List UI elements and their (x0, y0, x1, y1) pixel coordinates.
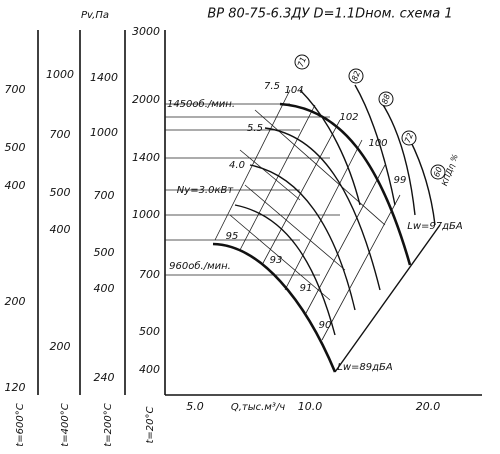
speed-label: 1450об./мин. (167, 98, 235, 110)
noise-label: Lw=89дБА (337, 362, 393, 373)
efficiency-label: 60 (432, 166, 444, 179)
y-tick-label: 2000 (132, 93, 160, 106)
y-tick-label: 500 (94, 246, 115, 259)
y-tick-label: 3000 (132, 25, 160, 38)
point-label: 93 (270, 255, 283, 266)
y-tick-label: 1000 (90, 126, 118, 139)
grid (165, 89, 401, 341)
y-tick-label: 400 (50, 223, 71, 236)
y-tick-label: 500 (139, 325, 160, 338)
y-tick-label: 240 (94, 371, 115, 384)
y-tick-label: 500 (5, 141, 26, 154)
point-label: 99 (394, 175, 407, 186)
efficiency-label: 88 (380, 93, 392, 106)
efficiency-label: 72 (403, 132, 415, 145)
axis-label: Pv,Па (81, 10, 109, 21)
efficiency-label: 71 (296, 56, 308, 69)
power-label: 5.5 (247, 123, 263, 134)
y-tick-label: 500 (50, 186, 71, 199)
y-tick-label: 200 (5, 295, 26, 308)
circles (294, 54, 446, 180)
point-label: 104 (284, 85, 303, 96)
y-tick-label: 400 (5, 179, 26, 192)
point-label: 100 (368, 138, 387, 149)
point-label: 102 (339, 112, 358, 123)
curves (212, 84, 441, 373)
point-label: 95 (226, 231, 239, 242)
y-tick-label: 700 (50, 128, 71, 141)
noise-label: Lw=97дБА (407, 221, 463, 232)
y-tick-label: 120 (5, 381, 26, 394)
x-tick-label: 5.0 (186, 400, 204, 413)
power-label: Ny=3.0кВт (177, 185, 235, 196)
scale-footer: t=400°C (60, 403, 71, 446)
y-tick-label: 700 (94, 189, 115, 202)
y-tick-label: 700 (5, 83, 26, 96)
speed-label: 960об./мин. (169, 260, 231, 272)
efficiency-label: 82 (350, 70, 362, 83)
scale-footer: t=200°C (103, 403, 114, 446)
axes (37, 30, 482, 396)
y-tick-label: 200 (50, 340, 71, 353)
scale-footer: t=600°C (15, 403, 26, 446)
y-tick-label: 1000 (132, 208, 160, 221)
y-tick-label: 1400 (90, 71, 118, 84)
power-label: 7.5 (264, 81, 280, 92)
power-label: 4.0 (229, 160, 245, 171)
scale-footer: t=20°C (145, 406, 156, 443)
y-tick-label: 1400 (132, 151, 160, 164)
x-tick-label: 10.0 (298, 400, 323, 413)
point-label: 91 (300, 283, 313, 294)
y-tick-label: 400 (94, 282, 115, 295)
y-tick-label: 1000 (46, 68, 74, 81)
y-tick-label: 700 (139, 268, 160, 281)
chart-title: ВР 80-75-6.3ДУ D=1.1Dном. схема 1 (207, 7, 452, 22)
point-label: 90 (319, 320, 332, 331)
y-tick-label: 400 (139, 363, 160, 376)
x-tick-label: 20.0 (416, 400, 441, 413)
x-axis-label: Q,тыс.м³/ч (231, 402, 285, 413)
